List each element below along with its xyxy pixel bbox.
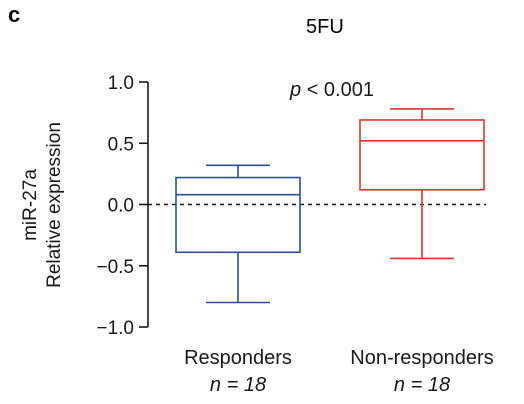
x-axis-labels: Responders n = 18 Non-responders n = 18 <box>184 347 494 396</box>
boxes <box>175 108 485 304</box>
group-n-label: n = 18 <box>394 374 450 396</box>
panel-label: c <box>8 2 21 27</box>
box <box>175 176 301 254</box>
y-tick-label: 1.0 <box>108 73 134 94</box>
y-axis-label-line2: Relative expression <box>44 122 65 288</box>
group-label: Non-responders <box>350 347 493 369</box>
group-n-label: n = 18 <box>210 374 266 396</box>
group-label: Responders <box>184 347 292 369</box>
y-tick-label: −0.5 <box>96 257 134 278</box>
chart-title: 5FU <box>306 16 344 38</box>
y-axis: 1.0 0.5 0.0 −0.5 −1.0 <box>96 73 149 339</box>
y-tick-label: 0.0 <box>108 196 134 217</box>
y-tick-label: −1.0 <box>96 318 134 339</box>
p-value-annotation: p < 0.001 <box>289 79 374 101</box>
y-tick-label: 0.5 <box>108 134 134 155</box>
box <box>359 119 485 191</box>
y-axis-label-line1: miR-27a <box>20 169 41 241</box>
